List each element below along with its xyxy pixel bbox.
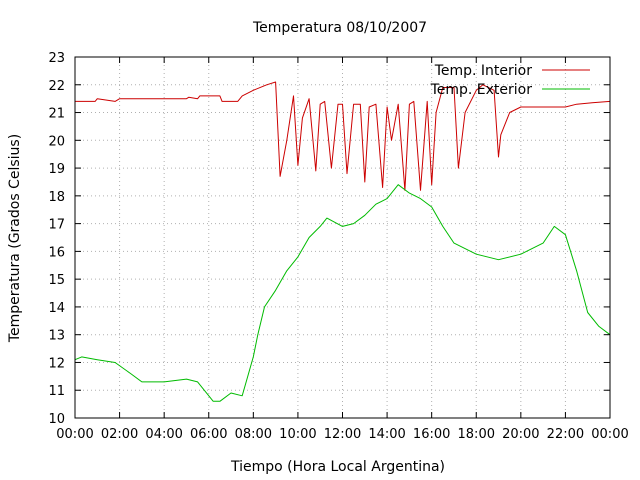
y-tick-label: 16 — [48, 245, 65, 260]
chart-title: Temperatura 08/10/2007 — [252, 20, 427, 36]
y-tick-label: 10 — [48, 412, 65, 427]
series-line-interior — [75, 81, 611, 191]
y-tick-label: 14 — [48, 301, 65, 316]
x-tick-label: 00:00 — [591, 427, 628, 442]
legend-label-interior: Temp. Interior — [434, 63, 533, 79]
y-tick-label: 17 — [48, 218, 65, 233]
y-tick-label: 11 — [48, 384, 65, 399]
x-tick-label: 12:00 — [324, 427, 361, 442]
x-tick-label: 04:00 — [145, 427, 182, 442]
y-tick-label: 22 — [48, 79, 65, 94]
x-tick-label: 22:00 — [547, 427, 584, 442]
x-tick-label: 02:00 — [101, 427, 138, 442]
y-tick-label: 12 — [48, 356, 65, 371]
legend-label-exterior: Temp. Exterior — [430, 82, 533, 98]
y-tick-label: 18 — [48, 190, 65, 205]
y-tick-label: 19 — [48, 162, 65, 177]
grid — [75, 57, 610, 418]
x-axis-label: Tiempo (Hora Local Argentina) — [230, 459, 445, 475]
x-tick-label: 16:00 — [413, 427, 450, 442]
series-line-exterior — [74, 184, 611, 402]
x-tick-label: 00:00 — [56, 427, 93, 442]
y-tick-label: 21 — [48, 107, 65, 122]
x-tick-label: 20:00 — [502, 427, 539, 442]
x-tick-label: 18:00 — [458, 427, 495, 442]
series-lines — [74, 81, 611, 402]
x-tick-label: 08:00 — [235, 427, 272, 442]
y-tick-label: 20 — [48, 134, 65, 149]
y-tick-label: 23 — [48, 51, 65, 66]
y-tick-label: 15 — [48, 273, 65, 288]
axis-ticks — [74, 56, 611, 419]
y-tick-labels: 10 11 12 13 14 15 16 17 18 19 20 21 22 23 — [48, 51, 65, 427]
y-axis-label: Temperatura (Grados Celsius) — [7, 134, 23, 343]
x-tick-label: 14:00 — [368, 427, 405, 442]
x-tick-label: 10:00 — [279, 427, 316, 442]
legend: Temp. Interior Temp. Exterior — [430, 63, 590, 98]
y-tick-label: 13 — [48, 329, 65, 344]
x-tick-labels: 00:00 02:00 04:00 06:00 08:00 10:00 12:00 14:00… — [56, 427, 628, 442]
x-tick-label: 06:00 — [190, 427, 227, 442]
